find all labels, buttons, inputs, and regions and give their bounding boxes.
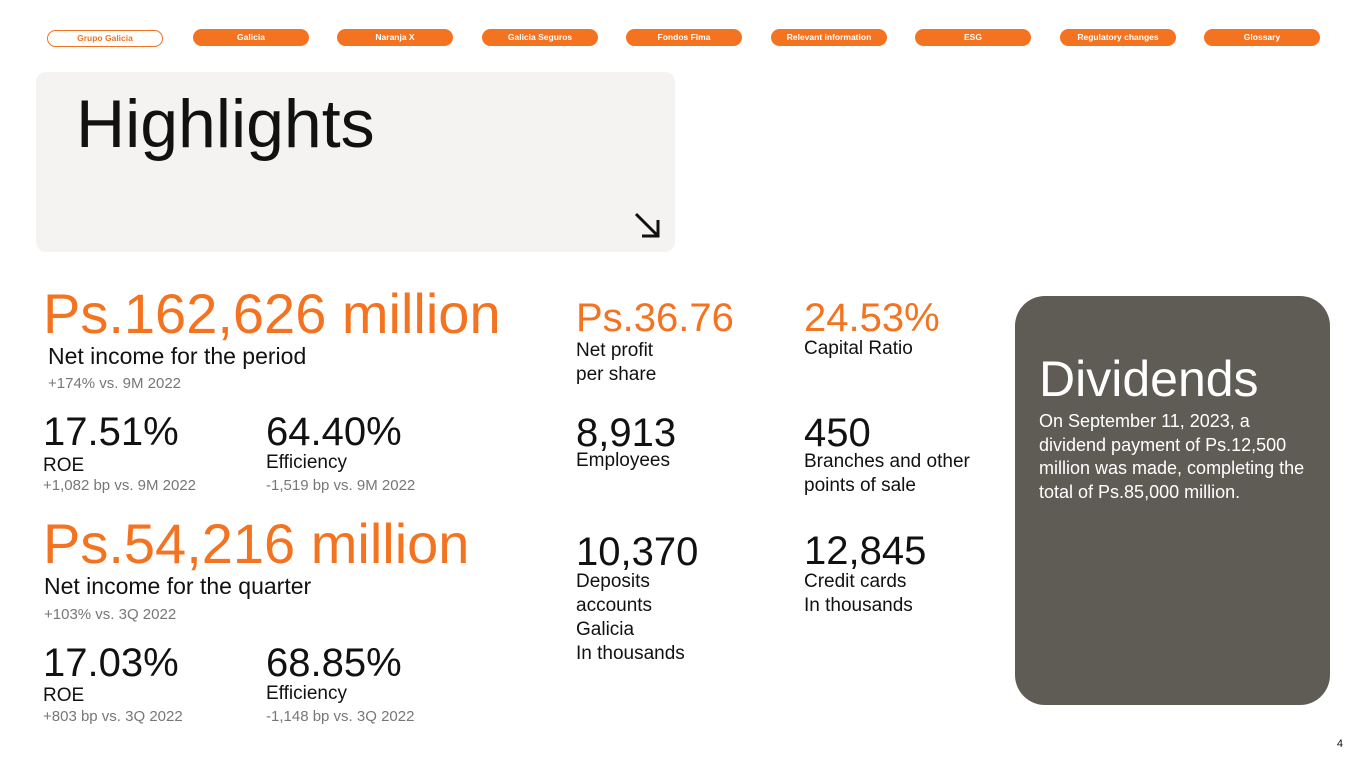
deposits-label-line1: Deposits bbox=[576, 571, 650, 592]
tab-fondos-fima[interactable]: Fondos Fima bbox=[626, 29, 742, 46]
tab-galicia-seguros[interactable]: Galicia Seguros bbox=[482, 29, 598, 46]
period-efficiency-value: 64.40% bbox=[266, 410, 402, 454]
tab-regulatory-changes[interactable]: Regulatory changes bbox=[1060, 29, 1176, 46]
eps-value: Ps.36.76 bbox=[576, 296, 734, 340]
period-roe-value: 17.51% bbox=[43, 410, 179, 454]
tab-glossary[interactable]: Glossary bbox=[1204, 29, 1320, 46]
period-roe-label: ROE bbox=[43, 455, 85, 476]
tab-relevant-information[interactable]: Relevant information bbox=[771, 29, 887, 46]
page-title: Highlights bbox=[76, 86, 375, 162]
tab-grupo-galicia[interactable]: Grupo Galicia bbox=[47, 30, 163, 47]
dividends-text: On September 11, 2023, a dividend paymen… bbox=[1039, 411, 1305, 502]
dividends-card: Dividends On September 11, 2023, a divid… bbox=[1015, 296, 1330, 705]
tab-esg[interactable]: ESG bbox=[915, 29, 1031, 46]
branches-label-line1: Branches and other bbox=[804, 451, 970, 472]
quarter-roe-value: 17.03% bbox=[43, 641, 179, 685]
arrow-down-right-icon bbox=[634, 212, 660, 238]
period-net-income-value: Ps.162,626 million bbox=[43, 282, 501, 345]
credit-cards-label-line1: Credit cards bbox=[804, 571, 907, 592]
title-panel: Highlights bbox=[36, 72, 675, 252]
dividends-title: Dividends bbox=[1039, 351, 1259, 407]
capital-ratio-label: Capital Ratio bbox=[804, 338, 913, 359]
quarter-roe-change: +803 bp vs. 3Q 2022 bbox=[43, 708, 183, 725]
quarter-net-income-value: Ps.54,216 million bbox=[43, 512, 470, 575]
tab-galicia[interactable]: Galicia bbox=[193, 29, 309, 46]
deposits-label-line3: Galicia bbox=[576, 619, 635, 640]
quarter-efficiency-label: Efficiency bbox=[266, 683, 347, 704]
page-number: 4 bbox=[1336, 738, 1343, 750]
deposits-label-line2: accounts bbox=[576, 595, 653, 616]
eps-label-line2: per share bbox=[576, 364, 657, 385]
capital-ratio-value: 24.53% bbox=[804, 296, 940, 340]
quarter-efficiency-value: 68.85% bbox=[266, 641, 402, 685]
employees-value: 8,913 bbox=[576, 411, 677, 455]
employees-label: Employees bbox=[576, 450, 670, 471]
quarter-efficiency-change: -1,148 bp vs. 3Q 2022 bbox=[266, 708, 415, 725]
deposits-label-line4: In thousands bbox=[576, 643, 685, 664]
period-roe-change: +1,082 bp vs. 9M 2022 bbox=[43, 477, 197, 494]
credit-cards-label-line2: In thousands bbox=[804, 595, 913, 616]
quarter-net-income-change: +103% vs. 3Q 2022 bbox=[44, 606, 177, 623]
quarter-net-income-label: Net income for the quarter bbox=[44, 573, 312, 599]
tab-naranja-x[interactable]: Naranja X bbox=[337, 29, 453, 46]
credit-cards-value: 12,845 bbox=[804, 529, 927, 573]
period-efficiency-label: Efficiency bbox=[266, 452, 347, 473]
branches-label-line2: points of sale bbox=[804, 475, 916, 496]
quarter-roe-label: ROE bbox=[43, 685, 85, 706]
period-net-income-label: Net income for the period bbox=[48, 343, 307, 369]
branches-value: 450 bbox=[804, 411, 871, 455]
period-net-income-change: +174% vs. 9M 2022 bbox=[48, 375, 182, 392]
period-efficiency-change: -1,519 bp vs. 9M 2022 bbox=[266, 477, 416, 494]
deposits-value: 10,370 bbox=[576, 530, 699, 574]
eps-label-line1: Net profit bbox=[576, 340, 654, 361]
